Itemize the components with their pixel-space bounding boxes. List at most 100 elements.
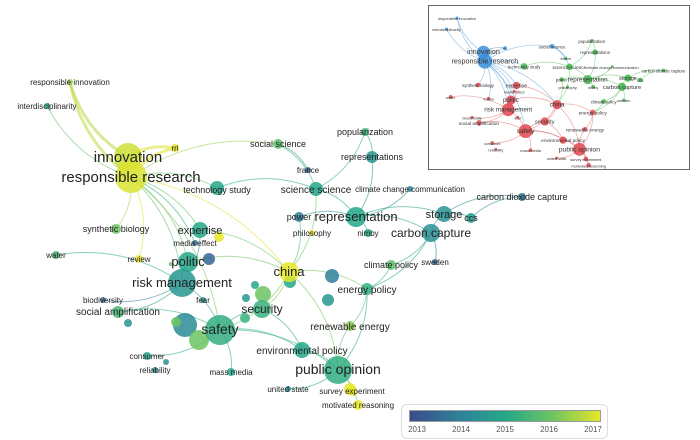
keyword-node[interactable] [169, 262, 173, 266]
keyword-label[interactable]: renewable energy [310, 322, 390, 333]
keyword-label[interactable]: carbon capture [391, 226, 471, 240]
keyword-node-representation[interactable] [346, 207, 366, 227]
keyword-node-media-effect[interactable] [192, 240, 198, 246]
keyword-node-biodiversity[interactable] [100, 297, 106, 303]
keyword-label[interactable]: innovation [94, 149, 162, 166]
keyword-node-reliability[interactable] [152, 367, 158, 373]
keyword-node-carbon-capture[interactable] [422, 224, 440, 242]
keyword-label[interactable]: nimby [357, 229, 378, 238]
keyword-label[interactable]: risk management [132, 275, 232, 290]
keyword-node-review[interactable] [135, 255, 143, 263]
keyword-node-interdisciplinarity[interactable] [44, 103, 50, 109]
keyword-node-responsible-innovation[interactable] [67, 79, 73, 85]
keyword-node-fear[interactable] [200, 297, 206, 303]
keyword-label[interactable]: expertise [178, 225, 223, 237]
keyword-label[interactable]: mass media [209, 368, 253, 377]
keyword-node[interactable] [322, 294, 334, 306]
keyword-node-philosophy[interactable] [309, 230, 315, 236]
keyword-label[interactable]: france [297, 166, 320, 175]
keyword-label[interactable]: safety [201, 321, 238, 337]
keyword-node-motivated-reasoning[interactable] [353, 400, 363, 410]
keyword-node-responsible-research[interactable] [115, 161, 147, 193]
keyword-node-consumer[interactable] [143, 352, 151, 360]
keyword-label[interactable]: ccs [464, 213, 478, 223]
keyword-label[interactable]: rri [171, 144, 178, 153]
keyword-node-social-amplification[interactable] [112, 306, 124, 318]
keyword-node-survey-experiment[interactable] [347, 386, 357, 396]
keyword-node-technology-study[interactable] [210, 181, 224, 195]
keyword-label[interactable]: representation [314, 209, 397, 224]
keyword-label[interactable]: china [273, 264, 305, 279]
keyword-node-social-science[interactable] [273, 139, 283, 149]
keyword-label[interactable]: public opinion [295, 361, 381, 377]
keyword-node-energy-policy[interactable] [361, 283, 373, 295]
keyword-label[interactable]: technology study [183, 185, 251, 195]
keyword-label[interactable]: environmental policy [256, 346, 347, 357]
keyword-label[interactable]: responsible research [61, 169, 200, 186]
keyword-label[interactable]: philosophy [293, 229, 331, 238]
keyword-label[interactable]: security [241, 302, 282, 316]
keyword-node[interactable] [214, 232, 224, 242]
keyword-label[interactable]: power [287, 212, 312, 222]
keyword-label[interactable]: politic [171, 254, 205, 269]
keyword-label[interactable]: climate policy [364, 260, 419, 270]
keyword-node[interactable] [203, 253, 215, 265]
keyword-node-science-science[interactable] [309, 182, 323, 196]
keyword-label[interactable]: social science [250, 139, 306, 149]
keyword-label[interactable]: media effect [173, 239, 217, 248]
keyword-node-ccs[interactable] [466, 213, 476, 223]
keyword-node[interactable] [189, 330, 209, 350]
keyword-label[interactable]: synthetic biology [83, 224, 150, 234]
keyword-node-nimby[interactable] [364, 229, 372, 237]
keyword-node-sweden[interactable] [432, 259, 438, 265]
keyword-node-water[interactable] [52, 251, 60, 259]
keyword-label[interactable]: sweden [421, 258, 449, 267]
keyword-node[interactable] [325, 269, 339, 283]
keyword-label[interactable]: motivated reasoning [322, 401, 394, 410]
keyword-node[interactable] [240, 313, 250, 323]
keyword-label[interactable]: review [127, 255, 150, 264]
keyword-label[interactable]: storage [426, 209, 463, 221]
keyword-node-safety[interactable] [205, 315, 235, 345]
keyword-label[interactable]: interdisciplinarity [17, 102, 76, 111]
keyword-node-climate-change-communication[interactable] [407, 186, 413, 192]
keyword-label[interactable]: biodiversity [83, 296, 123, 305]
keyword-node-mass-media[interactable] [227, 368, 235, 376]
keyword-label[interactable]: survey experiment [319, 387, 385, 396]
keyword-label[interactable]: science science [281, 185, 352, 196]
keyword-node-environmental-policy[interactable] [294, 342, 310, 358]
keyword-node-carbon-dioxide-capture[interactable] [518, 193, 526, 201]
keyword-node-expertise[interactable] [192, 222, 208, 238]
keyword-node-representations[interactable] [366, 151, 378, 163]
keyword-label[interactable]: consumer [129, 352, 164, 361]
keyword-node-risk-management[interactable] [168, 269, 196, 297]
keyword-node[interactable] [124, 319, 132, 327]
keyword-node-synthetic-biology[interactable] [111, 224, 121, 234]
keyword-label[interactable]: social amplification [76, 307, 160, 318]
keyword-node[interactable] [163, 359, 169, 365]
keyword-label[interactable]: responsible innovation [30, 78, 110, 87]
keyword-node[interactable] [255, 286, 271, 302]
keyword-node-renewable-energy[interactable] [345, 321, 355, 331]
keyword-label[interactable]: water [45, 251, 66, 260]
keyword-label[interactable]: united state [267, 385, 309, 394]
keyword-label[interactable]: carbon dioxide capture [476, 192, 567, 202]
keyword-label[interactable]: popularization [337, 127, 393, 137]
keyword-node-united-state[interactable] [285, 386, 291, 392]
keyword-node-climate-policy[interactable] [386, 260, 396, 270]
keyword-node[interactable] [171, 317, 181, 327]
keyword-node-china[interactable] [279, 262, 299, 282]
keyword-node[interactable] [251, 281, 259, 289]
keyword-node-public-opinion[interactable] [324, 356, 352, 384]
keyword-node-politic[interactable] [178, 252, 198, 272]
keyword-label[interactable]: reliability [139, 366, 170, 375]
keyword-node-storage[interactable] [436, 206, 452, 222]
keyword-node[interactable] [242, 294, 250, 302]
keyword-label[interactable]: fear [196, 296, 210, 305]
keyword-node-power[interactable] [294, 212, 304, 222]
keyword-label[interactable]: representations [341, 152, 404, 162]
keyword-label[interactable]: climate change communication [355, 185, 465, 194]
keyword-node-popularization[interactable] [361, 128, 369, 136]
keyword-label[interactable]: energy policy [338, 285, 397, 296]
